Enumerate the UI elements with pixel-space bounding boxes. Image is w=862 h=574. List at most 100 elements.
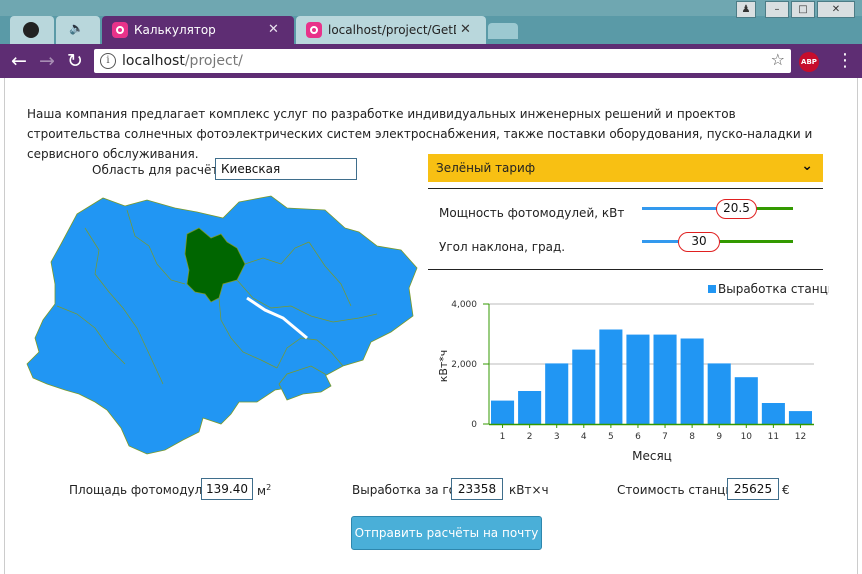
- x-tick-label: 3: [554, 432, 560, 442]
- chart-bar: [788, 411, 812, 424]
- speaker-icon: 🔈: [69, 21, 84, 35]
- chart-bar: [518, 391, 542, 424]
- bookmark-star-icon[interactable]: ☆: [770, 50, 785, 69]
- browser-toolbar: ← → ↻ i localhost/project/ ☆ ABP ⋮: [0, 44, 862, 78]
- region-input[interactable]: [215, 158, 357, 180]
- x-tick-label: 9: [716, 432, 722, 442]
- chart-bar: [572, 349, 596, 424]
- cost-unit: €: [782, 483, 790, 497]
- production-chart: Выработка станции 02,0004,00012345678910…: [437, 282, 829, 463]
- cost-value: 25625: [727, 478, 779, 500]
- x-tick-label: 10: [741, 432, 753, 442]
- tariff-dropdown[interactable]: Зелёный тариф ⌄: [428, 154, 823, 182]
- chart-bar: [761, 403, 785, 424]
- maximize-button[interactable]: □: [791, 1, 815, 18]
- address-bar[interactable]: i localhost/project/ ☆: [94, 49, 791, 73]
- area-unit: м2: [257, 483, 271, 498]
- divider: [428, 188, 823, 189]
- map-borders: [56, 209, 378, 385]
- chart-grid: [489, 303, 814, 365]
- forward-arrow-icon[interactable]: →: [39, 50, 55, 72]
- y-axis-label: кВт*ч: [437, 350, 450, 383]
- x-tick-label: 11: [768, 432, 779, 442]
- chart-bar: [653, 334, 677, 424]
- yield-unit: кВт×ч: [509, 483, 549, 497]
- chart-bar: [680, 338, 704, 424]
- back-arrow-icon[interactable]: ←: [11, 50, 27, 72]
- chevron-down-icon: ⌄: [801, 158, 813, 174]
- y-tick-label: 2,000: [451, 360, 477, 370]
- chart-bar: [734, 377, 758, 424]
- profile-button[interactable]: ♟: [736, 1, 756, 18]
- x-tick-label: 7: [662, 432, 668, 442]
- close-window-button[interactable]: ✕: [817, 1, 855, 18]
- angle-label: Угол наклона, град.: [439, 240, 566, 254]
- x-axis-label: Месяц: [632, 449, 672, 463]
- x-tick-label: 12: [795, 432, 806, 442]
- dnipro-river: [246, 296, 308, 340]
- power-slider-track-rest[interactable]: [755, 207, 793, 210]
- new-tab-button[interactable]: [488, 23, 518, 39]
- github-icon: [23, 22, 39, 38]
- tariff-selected: Зелёный тариф: [436, 161, 536, 175]
- power-slider-track[interactable]: [642, 207, 755, 210]
- tab-github[interactable]: [10, 16, 54, 44]
- map-region[interactable]: [26, 195, 418, 455]
- x-tick-label: 6: [635, 432, 641, 442]
- x-tick-label: 2: [527, 432, 533, 442]
- map-region-selected[interactable]: [184, 227, 246, 303]
- chart-bar: [626, 334, 650, 424]
- power-slider-handle[interactable]: 20.5: [716, 199, 757, 219]
- ukraine-map[interactable]: [25, 188, 420, 463]
- tab-audio[interactable]: 🔈: [56, 16, 100, 44]
- x-tick-label: 5: [608, 432, 614, 442]
- reload-icon[interactable]: ↻: [67, 50, 83, 72]
- legend-swatch: [708, 285, 716, 293]
- area-unit-text: м: [257, 484, 267, 498]
- x-tick-label: 1: [500, 432, 506, 442]
- tab-favicon-icon: [306, 22, 322, 38]
- intro-text: Наша компания предлагает комплекс услуг …: [27, 107, 813, 161]
- url-text: localhost/project/: [122, 53, 243, 69]
- url-path: /project/: [184, 53, 243, 69]
- yield-label: Выработка за год: [352, 483, 465, 497]
- browser-tabstrip: ♟ – □ ✕ 🔈 Калькулятор ✕ localhost/projec…: [0, 0, 862, 44]
- tab-getdata[interactable]: localhost/project/GetDat ✕: [296, 16, 486, 44]
- area-label: Площадь фотомодулей: [69, 483, 218, 497]
- tab-favicon-icon: [112, 22, 128, 38]
- titlebar: [0, 0, 862, 16]
- chart-bar: [599, 329, 623, 424]
- chart-bar: [545, 363, 569, 424]
- y-tick-label: 4,000: [451, 300, 477, 310]
- area-value: 139.40: [201, 478, 253, 500]
- x-tick-label: 4: [581, 432, 587, 442]
- area-unit-sup: 2: [266, 483, 272, 492]
- send-results-button[interactable]: Отправить расчёты на почту: [351, 516, 542, 550]
- tab-close-icon[interactable]: ✕: [460, 22, 471, 37]
- page-content: Наша компания предлагает комплекс услуг …: [4, 78, 858, 574]
- legend-label: Выработка станции: [718, 282, 829, 296]
- angle-slider-track-rest[interactable]: [720, 240, 793, 243]
- x-tick-label: 8: [689, 432, 695, 442]
- map-region[interactable]: [278, 365, 332, 401]
- chart-bar: [491, 400, 515, 424]
- yield-value: 23358: [451, 478, 503, 500]
- adblock-icon[interactable]: ABP: [799, 52, 819, 72]
- info-icon[interactable]: i: [100, 53, 116, 69]
- cost-label: Стоимость станции: [617, 483, 741, 497]
- chart-bar: [707, 363, 731, 424]
- tab-calculator[interactable]: Калькулятор ✕: [102, 16, 294, 44]
- menu-icon[interactable]: ⋮: [836, 50, 854, 71]
- chart-bars: [491, 329, 812, 424]
- tab-title: localhost/project/GetDat: [328, 23, 456, 37]
- minimize-button[interactable]: –: [765, 1, 789, 18]
- angle-slider-handle[interactable]: 30: [678, 232, 720, 252]
- region-label: Область для расчёта: [92, 163, 226, 177]
- divider: [428, 269, 823, 270]
- y-tick-label: 0: [471, 420, 477, 430]
- tab-close-icon[interactable]: ✕: [268, 22, 279, 37]
- url-host: localhost: [122, 53, 185, 69]
- tab-title: Калькулятор: [134, 23, 216, 37]
- power-label: Мощность фотомодулей, кВт: [439, 206, 625, 220]
